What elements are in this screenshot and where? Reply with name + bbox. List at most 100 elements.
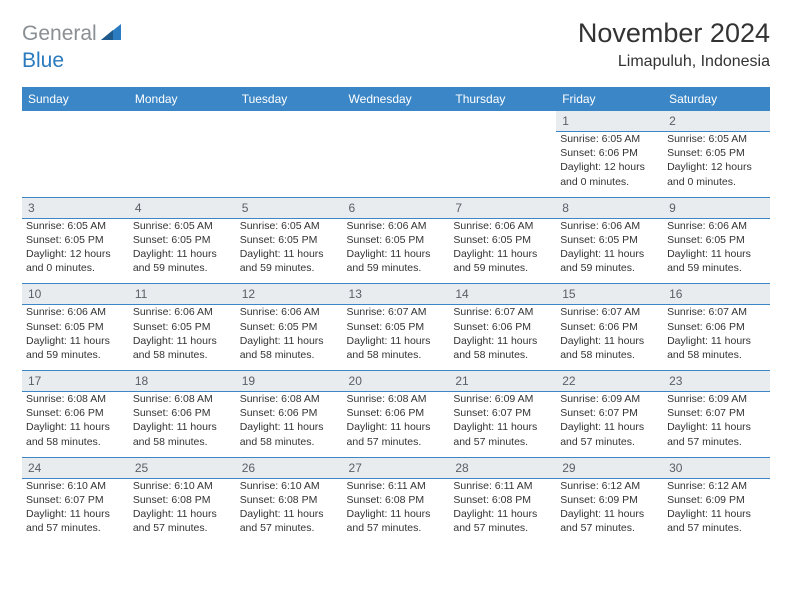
- logo-text-gray: General: [22, 22, 97, 46]
- day-cell: [343, 132, 450, 198]
- day-cell: Sunrise: 6:06 AMSunset: 6:05 PMDaylight:…: [129, 305, 236, 371]
- day-number-cell: 1: [556, 111, 663, 132]
- day-line: Sunrise: 6:05 AM: [240, 219, 339, 233]
- day-content: Sunrise: 6:06 AMSunset: 6:05 PMDaylight:…: [667, 219, 766, 276]
- day-content: Sunrise: 6:11 AMSunset: 6:08 PMDaylight:…: [453, 479, 552, 536]
- day-content: Sunrise: 6:07 AMSunset: 6:06 PMDaylight:…: [560, 305, 659, 362]
- day-line: Daylight: 11 hours: [240, 334, 339, 348]
- day-line: Sunrise: 6:09 AM: [667, 392, 766, 406]
- daynum-row: 3456789: [22, 197, 770, 218]
- day-line: and 58 minutes.: [133, 435, 232, 449]
- day-cell: Sunrise: 6:07 AMSunset: 6:05 PMDaylight:…: [343, 305, 450, 371]
- day-line: Sunrise: 6:06 AM: [133, 305, 232, 319]
- day-line: and 58 minutes.: [26, 435, 125, 449]
- day-line: Daylight: 11 hours: [133, 334, 232, 348]
- day-content: Sunrise: 6:10 AMSunset: 6:07 PMDaylight:…: [26, 479, 125, 536]
- day-number-cell: 28: [449, 457, 556, 478]
- calendar-page: General November 2024 Limapuluh, Indones…: [0, 0, 792, 553]
- day-cell: Sunrise: 6:06 AMSunset: 6:05 PMDaylight:…: [343, 218, 450, 284]
- day-line: and 57 minutes.: [560, 435, 659, 449]
- day-line: Sunset: 6:05 PM: [347, 233, 446, 247]
- day-cell: Sunrise: 6:06 AMSunset: 6:05 PMDaylight:…: [449, 218, 556, 284]
- day-line: Sunset: 6:05 PM: [26, 233, 125, 247]
- day-cell: [129, 132, 236, 198]
- day-number-cell: 9: [663, 197, 770, 218]
- day-line: Daylight: 11 hours: [560, 334, 659, 348]
- day-number-cell: 20: [343, 371, 450, 392]
- day-line: Sunrise: 6:07 AM: [347, 305, 446, 319]
- day-line: and 0 minutes.: [667, 175, 766, 189]
- day-cell: Sunrise: 6:05 AMSunset: 6:05 PMDaylight:…: [663, 132, 770, 198]
- day-line: and 58 minutes.: [240, 348, 339, 362]
- day-line: and 57 minutes.: [26, 521, 125, 535]
- day-cell: Sunrise: 6:10 AMSunset: 6:08 PMDaylight:…: [236, 478, 343, 543]
- weekday-header: Friday: [556, 87, 663, 111]
- weekday-header: Sunday: [22, 87, 129, 111]
- day-cell: Sunrise: 6:08 AMSunset: 6:06 PMDaylight:…: [129, 392, 236, 458]
- day-line: Sunset: 6:06 PM: [667, 320, 766, 334]
- day-content: Sunrise: 6:09 AMSunset: 6:07 PMDaylight:…: [560, 392, 659, 449]
- day-line: Sunset: 6:05 PM: [240, 320, 339, 334]
- day-line: Sunset: 6:08 PM: [133, 493, 232, 507]
- day-cell: Sunrise: 6:05 AMSunset: 6:05 PMDaylight:…: [236, 218, 343, 284]
- day-line: Sunrise: 6:06 AM: [667, 219, 766, 233]
- day-content: Sunrise: 6:08 AMSunset: 6:06 PMDaylight:…: [347, 392, 446, 449]
- day-number-cell: 29: [556, 457, 663, 478]
- day-line: Sunset: 6:05 PM: [560, 233, 659, 247]
- week-row: Sunrise: 6:08 AMSunset: 6:06 PMDaylight:…: [22, 392, 770, 458]
- day-number-cell: [343, 111, 450, 132]
- calendar-body: 12Sunrise: 6:05 AMSunset: 6:06 PMDayligh…: [22, 111, 770, 543]
- day-line: Daylight: 11 hours: [133, 420, 232, 434]
- day-line: Sunset: 6:08 PM: [453, 493, 552, 507]
- day-line: Sunset: 6:09 PM: [667, 493, 766, 507]
- day-line: Daylight: 11 hours: [133, 247, 232, 261]
- week-row: Sunrise: 6:06 AMSunset: 6:05 PMDaylight:…: [22, 305, 770, 371]
- day-line: and 58 minutes.: [453, 348, 552, 362]
- day-cell: Sunrise: 6:05 AMSunset: 6:06 PMDaylight:…: [556, 132, 663, 198]
- day-content: Sunrise: 6:06 AMSunset: 6:05 PMDaylight:…: [560, 219, 659, 276]
- day-number-cell: 15: [556, 284, 663, 305]
- week-row: Sunrise: 6:10 AMSunset: 6:07 PMDaylight:…: [22, 478, 770, 543]
- day-line: Sunset: 6:07 PM: [560, 406, 659, 420]
- day-line: Sunset: 6:05 PM: [133, 320, 232, 334]
- daynum-row: 17181920212223: [22, 371, 770, 392]
- day-number-cell: 17: [22, 371, 129, 392]
- day-line: and 57 minutes.: [133, 521, 232, 535]
- day-line: and 0 minutes.: [26, 261, 125, 275]
- day-number-cell: 5: [236, 197, 343, 218]
- day-number-cell: 23: [663, 371, 770, 392]
- day-line: Sunrise: 6:06 AM: [240, 305, 339, 319]
- weekday-header: Wednesday: [343, 87, 450, 111]
- day-cell: Sunrise: 6:12 AMSunset: 6:09 PMDaylight:…: [663, 478, 770, 543]
- logo-triangle-icon: [101, 24, 121, 45]
- day-content: Sunrise: 6:06 AMSunset: 6:05 PMDaylight:…: [453, 219, 552, 276]
- day-line: and 57 minutes.: [667, 435, 766, 449]
- day-content: Sunrise: 6:05 AMSunset: 6:06 PMDaylight:…: [560, 132, 659, 189]
- day-line: Daylight: 11 hours: [347, 507, 446, 521]
- day-content: Sunrise: 6:06 AMSunset: 6:05 PMDaylight:…: [240, 305, 339, 362]
- day-cell: Sunrise: 6:08 AMSunset: 6:06 PMDaylight:…: [343, 392, 450, 458]
- day-line: Sunrise: 6:11 AM: [453, 479, 552, 493]
- day-cell: Sunrise: 6:09 AMSunset: 6:07 PMDaylight:…: [556, 392, 663, 458]
- day-cell: Sunrise: 6:08 AMSunset: 6:06 PMDaylight:…: [22, 392, 129, 458]
- day-number-cell: 13: [343, 284, 450, 305]
- day-cell: [236, 132, 343, 198]
- day-line: Sunrise: 6:09 AM: [453, 392, 552, 406]
- day-line: Daylight: 11 hours: [667, 507, 766, 521]
- day-content: Sunrise: 6:08 AMSunset: 6:06 PMDaylight:…: [133, 392, 232, 449]
- day-number-cell: 18: [129, 371, 236, 392]
- day-number-cell: 6: [343, 197, 450, 218]
- day-line: Daylight: 11 hours: [240, 247, 339, 261]
- day-line: Sunset: 6:06 PM: [133, 406, 232, 420]
- day-line: and 57 minutes.: [347, 435, 446, 449]
- day-line: Sunrise: 6:06 AM: [560, 219, 659, 233]
- day-cell: Sunrise: 6:10 AMSunset: 6:08 PMDaylight:…: [129, 478, 236, 543]
- day-line: Daylight: 11 hours: [667, 334, 766, 348]
- weekday-header-row: Sunday Monday Tuesday Wednesday Thursday…: [22, 87, 770, 111]
- day-line: Sunrise: 6:06 AM: [26, 305, 125, 319]
- day-line: Daylight: 11 hours: [26, 420, 125, 434]
- day-content: Sunrise: 6:10 AMSunset: 6:08 PMDaylight:…: [240, 479, 339, 536]
- day-line: and 59 minutes.: [453, 261, 552, 275]
- day-line: Daylight: 11 hours: [347, 247, 446, 261]
- day-cell: Sunrise: 6:06 AMSunset: 6:05 PMDaylight:…: [663, 218, 770, 284]
